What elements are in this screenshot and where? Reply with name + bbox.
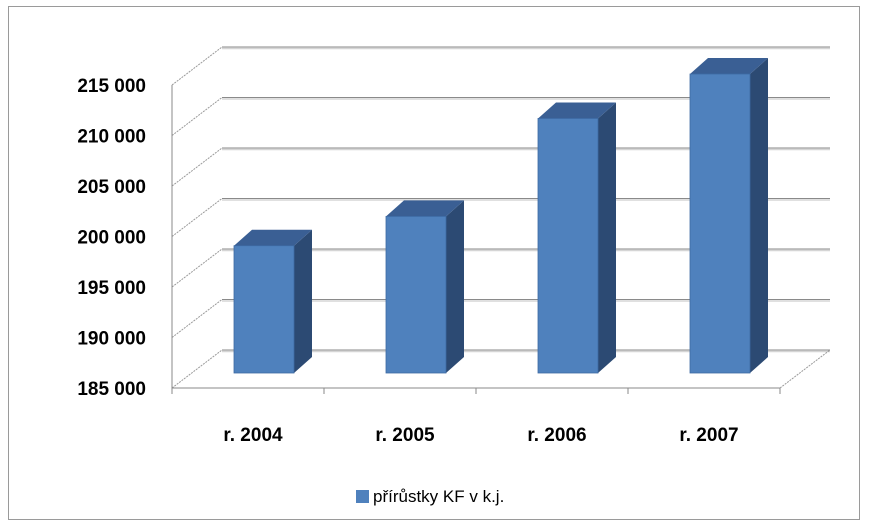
- bar-front: [538, 118, 598, 374]
- x-tick-label: r. 2005: [375, 425, 435, 446]
- bar-outline: [537, 118, 599, 374]
- bar-top: [234, 229, 312, 246]
- y-tick-label: 195 000: [77, 278, 146, 299]
- y-tick-label: 190 000: [77, 329, 146, 350]
- gridline-diagonal: [171, 349, 223, 389]
- y-tick-label: 210 000: [77, 127, 146, 148]
- bar: [689, 58, 768, 374]
- bar-top: [538, 102, 616, 119]
- floor-edge: [779, 349, 831, 389]
- x-tick-label: r. 2004: [223, 425, 283, 446]
- bar-side: [294, 229, 312, 373]
- bar-outline: [689, 73, 751, 374]
- bar-side: [598, 102, 616, 374]
- bar-side: [750, 58, 768, 374]
- y-tick-label: 200 000: [77, 228, 146, 249]
- y-axis-ticks: 185 000 190 000 195 000 200 000 205 000 210 0…: [77, 76, 146, 400]
- legend-swatch: [356, 490, 369, 503]
- bar-top: [690, 58, 768, 75]
- y-tick-label: 205 000: [77, 177, 146, 198]
- gridline-diagonal: [171, 299, 223, 338]
- legend-label: přírůstky KF v k.j.: [373, 487, 504, 506]
- legend: přírůstky KF v k.j.: [356, 487, 504, 506]
- bar-front: [690, 74, 750, 374]
- x-tick-label: r. 2007: [679, 425, 738, 446]
- gridline-diagonal: [171, 46, 223, 86]
- y-tick-label: 185 000: [77, 379, 146, 400]
- y-tick-label: 215 000: [77, 76, 146, 97]
- bar-top: [386, 200, 464, 217]
- gridline-diagonal: [171, 248, 223, 288]
- bar-side: [446, 200, 464, 373]
- x-tick-label: r. 2006: [527, 425, 586, 446]
- bar-front: [234, 245, 294, 373]
- gridline-diagonal: [171, 147, 223, 187]
- bar-front: [386, 216, 446, 373]
- bar: [233, 229, 312, 374]
- bar-outline: [385, 216, 447, 374]
- bar-outline: [233, 245, 295, 374]
- bars: [233, 58, 768, 374]
- gridline-diagonal: [171, 198, 223, 237]
- x-axis-ticks: r. 2004 r. 2005 r. 2006 r. 2007: [223, 425, 738, 446]
- bar: [537, 102, 616, 374]
- gridline-diagonal: [171, 97, 223, 136]
- bar: [385, 200, 464, 374]
